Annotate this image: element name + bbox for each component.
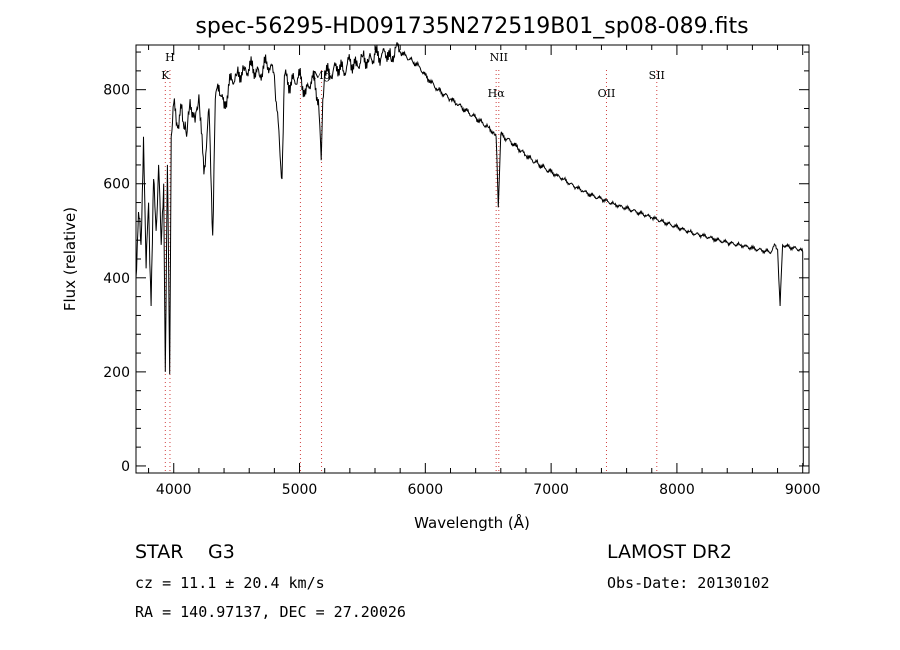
redshift-text: cz = 11.1 ± 20.4 km/s [135,574,325,592]
x-tick-label: 9000 [785,482,821,498]
axes: 4000 5000 6000 7000 8000 9000 0 200 400 600 800 [103,44,821,498]
line-marker-label: OII [598,87,616,100]
x-tick-label: 6000 [408,482,444,498]
y-tick-label: 0 [121,459,130,475]
spectrum-line [135,42,804,466]
line-marker-label: NII [490,51,508,64]
obs-date: Obs-Date: 20130102 [607,574,770,592]
survey-name: LAMOST DR2 [607,541,732,563]
y-axis-label: Flux (relative) [61,207,79,311]
chart-title: spec-56295-HD091735N272519B01_sp08-089.f… [195,14,748,39]
series-layer [135,42,804,466]
y-tick-label: 800 [103,83,130,99]
object-subclass: G3 [208,541,235,563]
line-marker-label: K [161,69,170,82]
line-marker-label: Hα [488,87,506,100]
y-tick-label: 200 [103,365,130,381]
x-axis-label: Wavelength (Å) [414,513,530,532]
plot-frame [135,44,810,474]
y-tick-label: 400 [103,271,130,287]
line-marker-label: H [165,51,175,64]
coordinates: RA = 140.97137, DEC = 27.20026 [135,603,406,621]
line-marker-label: SII [649,69,665,82]
x-tick-label: 8000 [659,482,695,498]
x-tick-label: 7000 [533,482,569,498]
y-tick-label: 600 [103,177,130,193]
object-class: STAR [135,541,184,563]
x-tick-label: 5000 [282,482,318,498]
x-tick-label: 4000 [156,482,192,498]
